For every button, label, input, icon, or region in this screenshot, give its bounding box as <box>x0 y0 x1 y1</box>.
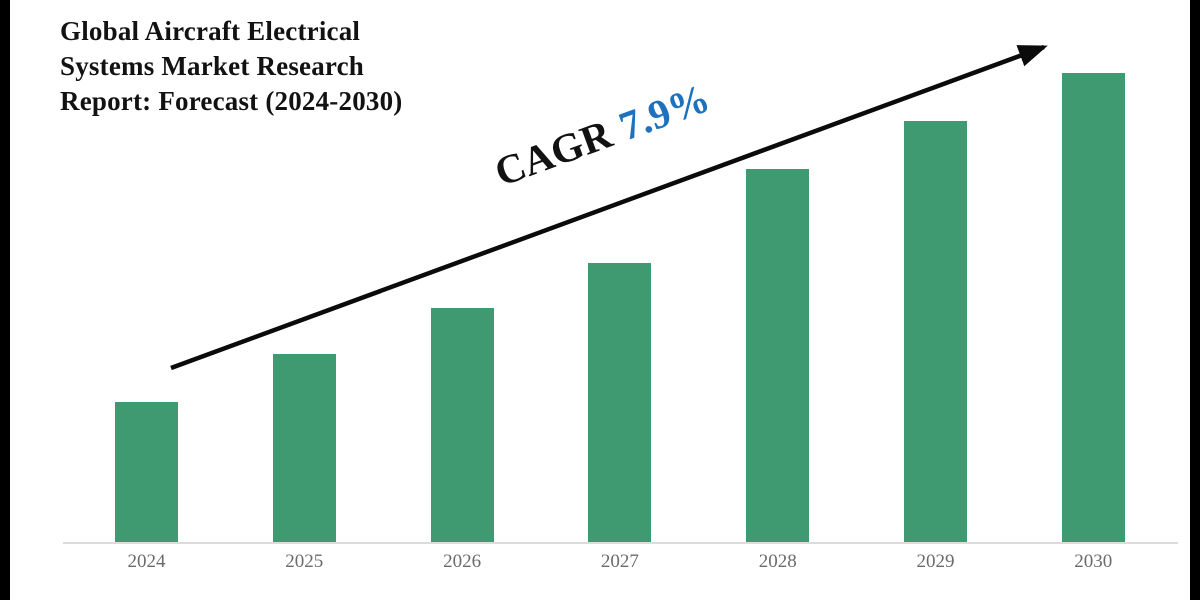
bar-2029 <box>904 121 967 543</box>
left-black-border <box>0 0 10 600</box>
x-axis-label-2028: 2028 <box>758 551 797 572</box>
bar-2026 <box>430 308 494 543</box>
bar-2025 <box>272 354 336 543</box>
x-axis-label-2025: 2025 <box>285 551 324 572</box>
chart-title-line-3: Report: Forecast (2024-2030) <box>60 86 403 116</box>
x-axis-label-2026: 2026 <box>443 551 482 572</box>
right-black-border <box>1190 0 1200 600</box>
x-axis-label-2030: 2030 <box>1074 551 1113 572</box>
x-axis-label-2029: 2029 <box>916 551 955 572</box>
bar-2024 <box>115 402 178 543</box>
cagr-annotation: CAGR7.9% <box>488 72 716 197</box>
bar-2030 <box>1061 73 1125 543</box>
x-axis-label-2027: 2027 <box>600 551 639 572</box>
x-axis-line <box>63 542 1178 544</box>
bar-2028 <box>746 169 810 543</box>
chart-title-line-2: Systems Market Research <box>60 51 365 81</box>
cagr-label: CAGR <box>488 110 618 196</box>
cagr-value: 7.9% <box>612 74 716 150</box>
chart-title: Global Aircraft Electrical Systems Marke… <box>60 14 403 119</box>
x-axis-label-2024: 2024 <box>127 551 166 572</box>
bar-2027 <box>588 263 652 543</box>
chart-title-line-1: Global Aircraft Electrical <box>60 16 361 46</box>
